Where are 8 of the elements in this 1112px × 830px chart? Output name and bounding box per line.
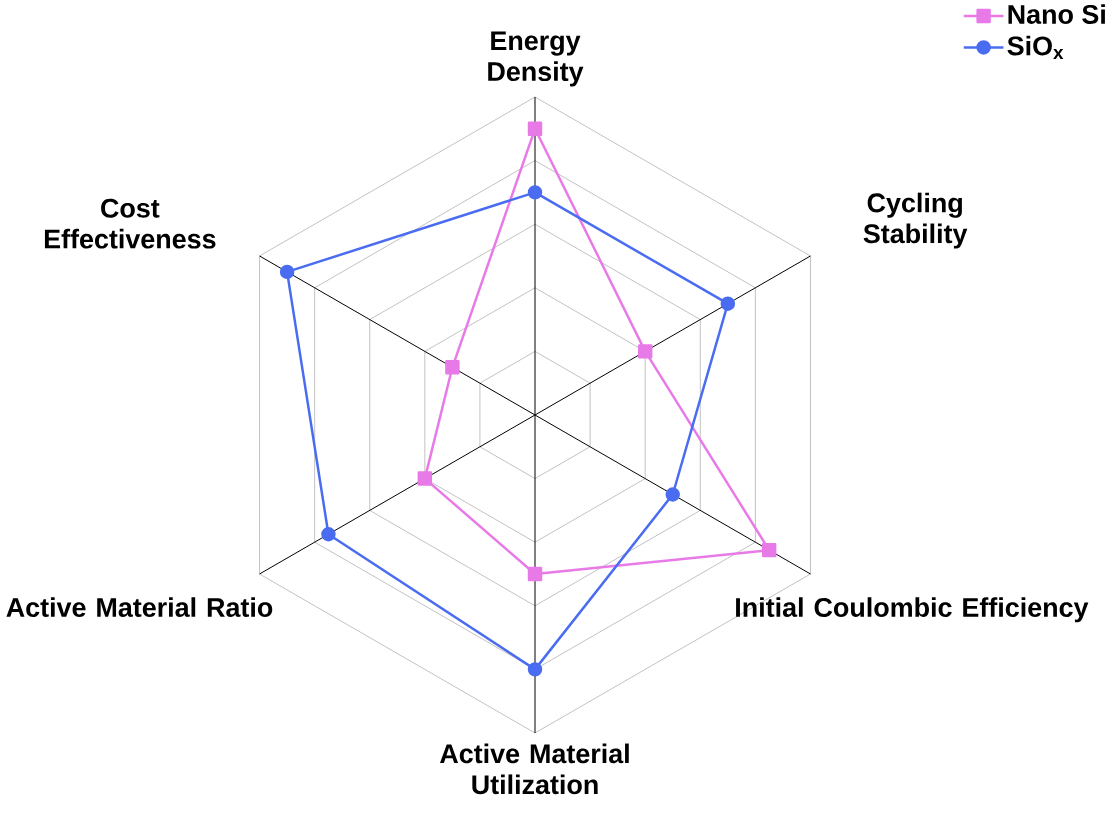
spoke-label: Cycling Stability — [863, 192, 968, 249]
spoke-label: Active Material Ratio — [6, 597, 273, 618]
legend-label: Nano Si — [1008, 4, 1105, 24]
spoke-label: Energy Density — [488, 31, 584, 87]
spoke-label: Initial Coulombic Efficiency — [736, 597, 1089, 623]
spoke-label: Active Material Utilization — [440, 743, 629, 795]
legend-label: SiO$_{x}$ — [1007, 35, 1064, 59]
spoke-label: Cost Effectiveness — [44, 198, 216, 249]
